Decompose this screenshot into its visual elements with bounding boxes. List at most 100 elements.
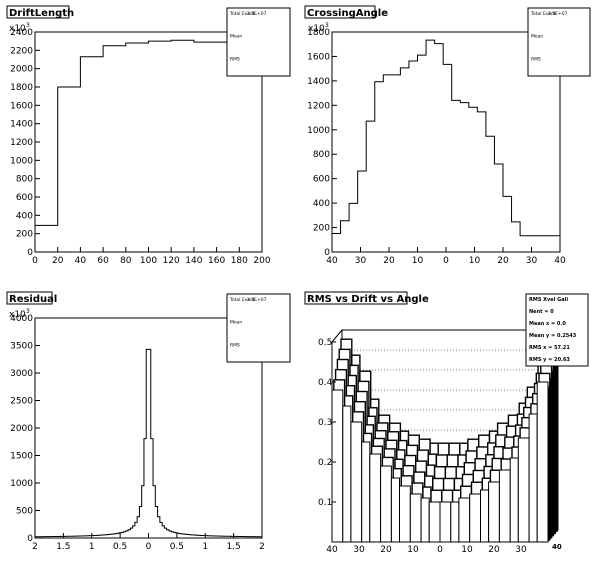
y-tick-label: 200 [313,224,330,234]
rms-vs-drift-vs-angle-plot: 40 30 20 10 0 10 20 30 0.1 0.2 0.3 0.4 0.5 40 RMS Xvel… [304,291,589,555]
x-tick-label: 100 [140,256,157,266]
histogram-line [331,39,561,252]
y-tick-label: 1000 [307,126,330,136]
lego-bar [480,489,490,543]
x-tick-label: 200 [253,256,270,266]
x-tick-label: 30 [353,545,365,555]
chart-title: RMS vs Drift vs Angle [307,294,429,305]
title-box [6,291,53,305]
x-tick-label: 0 [443,256,449,266]
y-tick-label: 1400 [10,120,33,130]
stats-label: Total Event [229,11,255,17]
x-tick-label: 60 [97,256,109,266]
panel-residual: 2 1.5 1 0.5 0 0.5 1 1.5 2 0 500 1000 1500 2000 2500 300… [0,286,298,572]
x-tick-label: 40 [554,256,566,266]
stats-label: Total Event [530,11,556,17]
title-box [6,5,70,19]
y-tick-label: 500 [16,507,33,517]
panel-crossing-angle: 40 30 20 10 0 10 20 30 40 0 200 400 600 800 1000 1200 14… [298,0,596,286]
z-tick-label: 0.5 [318,338,332,348]
y-tick-label: 0 [27,534,33,544]
y-tick-label: 1500 [10,452,33,462]
y-tick-label: 400 [16,211,33,221]
drift-length-histogram: 0 20 40 60 80 100 120 140 160 180 2000200400600800… [6,5,291,266]
lego-bar [458,497,471,543]
lego-bar [498,469,511,543]
block-side [548,346,558,542]
residual-histogram: 2 1.5 1 0.5 0 0.5 1 1.5 205001000150020002500300… [6,291,291,552]
y-tick-label: 3500 [10,342,33,352]
lego-bar [488,481,500,543]
exponent-label: x10 [9,24,26,34]
axis-edge [331,329,343,343]
y-tick-label: 2400 [10,28,33,38]
y-tick-label: 1200 [307,101,330,111]
lego-bar [409,493,422,543]
x-tick-label: 10 [412,256,424,266]
exponent-label: x10 [9,310,26,320]
lego-bar [439,501,452,543]
lego-bar [536,381,549,543]
stats-label: Mean [531,34,543,40]
lego-bar [331,389,344,543]
y-tick-label: 3000 [10,369,33,379]
histogram-line [34,39,263,252]
y-tick-label: 600 [16,193,33,203]
x-tick-label: 80 [120,256,132,266]
stats-label: RMS [230,342,240,348]
stats-label: RMS [531,56,541,62]
stats-box [226,7,291,77]
lego-bar [380,465,392,543]
x-tick-label: 40 [75,256,87,266]
lego-bar [420,497,430,543]
exponent-label: x10 [308,24,325,34]
histogram-line [34,348,263,538]
lego-bar [390,477,401,543]
stats-label: Nent = 0 [529,309,554,315]
x-tick-label: 40 [326,256,338,266]
lego-bar [450,501,460,543]
lego-bar [469,493,481,543]
title-box [304,5,376,19]
stats-box [525,293,589,367]
y-tick-label: 1400 [307,77,330,87]
y-tick-label: 1800 [307,28,330,38]
title-box [304,291,408,305]
x-tick-label: 2 [259,542,265,552]
x-tick-label: 0.5 [113,542,127,552]
x-tick-label: 20 [488,545,500,555]
exponent-power: 3 [325,22,329,29]
y-tick-label: 1000 [10,479,33,489]
stats-value: 2.5E+07 [247,11,267,17]
y-tick-label: 1800 [10,83,33,93]
x-tick-label: 10 [407,545,419,555]
y-tick-label: 600 [313,175,330,185]
y-tick-label: 800 [16,175,33,185]
x-tick-label: 30 [526,256,538,266]
x-tick-label: 20 [380,545,392,555]
y-tick-label: 400 [313,199,330,209]
stats-label: RMS [230,56,240,62]
stats-box [226,293,291,363]
stats-label: Mean y = 0.2543 [529,333,577,339]
x-tick-label: 40 [326,545,338,555]
y-tick-label: 4000 [10,314,33,324]
chart-title: DriftLength [9,8,74,19]
x-tick-label: 180 [231,256,248,266]
lego-bar [342,405,352,543]
y-tick-label: 1600 [307,52,330,62]
y-tick-label: 200 [16,230,33,240]
y-tick-label: 800 [313,150,330,160]
chart-title: Residual [9,294,57,305]
exponent-power: 3 [26,308,30,315]
z-tick-label: 0.1 [318,498,332,508]
z-tick-label: 0.4 [318,378,333,388]
y-tick-label: 2200 [10,46,33,56]
x-tick-label: 0 [437,545,443,555]
stats-value: 2.5E+07 [247,297,267,303]
stats-label: RMS y = 20.63 [529,357,570,363]
x-tick-label: 0.5 [170,542,184,552]
x-tick-label: 20 [497,256,509,266]
x-tick-label: 10 [461,545,473,555]
x-tick-label: 1.5 [226,542,240,552]
